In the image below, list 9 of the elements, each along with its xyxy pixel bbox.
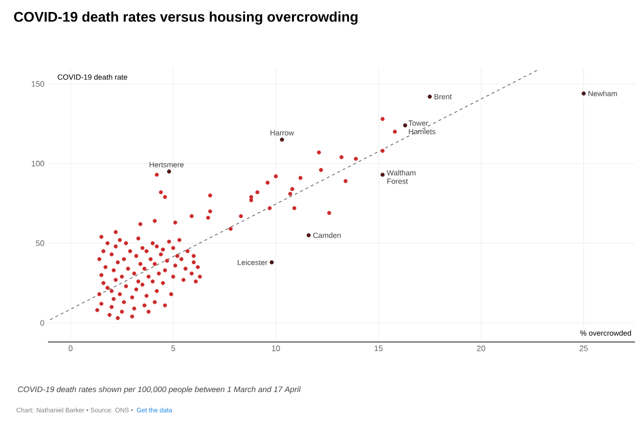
chart-title: COVID-19 death rates versus housing overcrowding	[14, 12, 358, 25]
point	[380, 172, 385, 177]
point	[428, 94, 432, 99]
point	[582, 91, 586, 96]
point	[270, 260, 274, 264]
point	[306, 233, 311, 238]
point	[403, 123, 408, 128]
point	[167, 170, 172, 174]
point	[280, 138, 284, 142]
